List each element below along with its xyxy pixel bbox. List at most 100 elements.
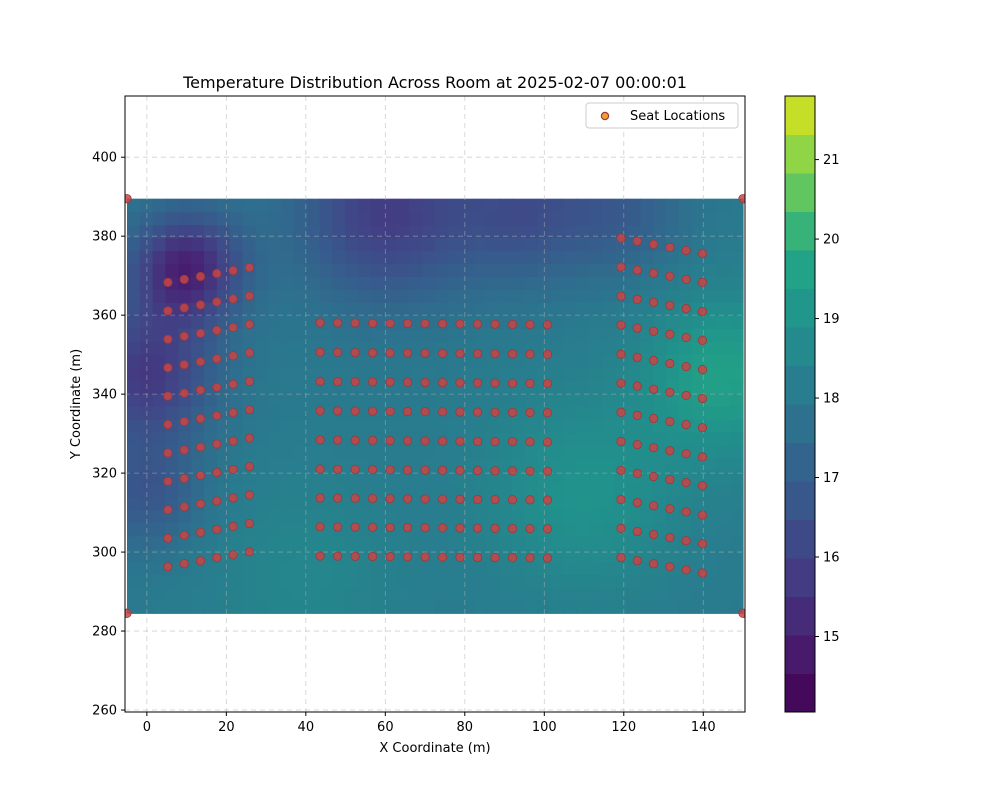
heatmap-cell xyxy=(229,535,244,550)
heatmap-cell xyxy=(216,211,231,226)
heatmap-cell xyxy=(319,483,333,498)
heatmap-cell xyxy=(486,600,500,614)
heatmap-cell xyxy=(550,522,564,537)
heatmap-cell xyxy=(280,211,295,226)
heatmap-cell xyxy=(203,211,218,226)
seat-point-center xyxy=(385,377,395,387)
seat-point-center xyxy=(385,552,395,562)
heatmap-cell xyxy=(730,224,744,239)
heatmap-cell xyxy=(563,600,577,614)
heatmap-cell xyxy=(358,224,372,239)
seat-point-center xyxy=(542,466,553,476)
seat-point-right xyxy=(697,335,708,346)
heatmap-cell xyxy=(537,509,552,524)
heatmap-cell xyxy=(460,444,475,459)
heatmap-cell xyxy=(139,418,154,433)
heatmap-cell xyxy=(576,457,590,472)
heatmap-cell xyxy=(383,509,398,524)
heatmap-cell xyxy=(499,328,513,342)
heatmap-cell xyxy=(370,393,385,407)
heatmap-cell xyxy=(678,522,693,537)
heatmap-cell xyxy=(165,237,179,252)
heatmap-cell xyxy=(126,237,141,252)
legend: Seat Locations xyxy=(585,102,739,129)
heatmap-cell xyxy=(730,548,744,563)
seat-point-center xyxy=(350,464,360,475)
heatmap-cell xyxy=(126,431,141,446)
seat-point-center xyxy=(472,465,483,476)
heatmap-cell xyxy=(601,276,616,290)
heatmap-cell xyxy=(332,561,346,576)
heatmap-cell xyxy=(666,315,680,329)
heatmap-cell xyxy=(242,328,256,342)
heatmap-cell xyxy=(358,315,372,329)
seat-point-center xyxy=(367,551,378,562)
heatmap-cell xyxy=(268,483,282,498)
heatmap-cell xyxy=(409,341,423,355)
heatmap-cell xyxy=(191,431,205,446)
seat-point-left xyxy=(212,439,222,449)
heatmap-cell xyxy=(396,535,410,550)
heatmap-cell xyxy=(165,574,179,588)
heatmap-cell xyxy=(576,250,590,265)
heatmap-cell xyxy=(370,587,385,601)
heatmap-cell xyxy=(126,354,141,368)
heatmap-cell xyxy=(550,405,564,420)
seat-point-right xyxy=(632,468,642,479)
heatmap-cell xyxy=(563,341,577,355)
heatmap-cell xyxy=(306,418,321,433)
seat-point-left xyxy=(179,473,189,484)
heatmap-cell xyxy=(383,237,398,252)
seat-point-center xyxy=(490,319,500,329)
heatmap-cell xyxy=(678,211,693,226)
seat-point-right xyxy=(632,236,642,246)
seat-point-left xyxy=(163,533,173,543)
heatmap-cell xyxy=(229,509,244,524)
heatmap-cell xyxy=(537,535,552,550)
heatmap-cell xyxy=(255,211,269,226)
heatmap-cell xyxy=(601,431,616,446)
heatmap-cell xyxy=(640,393,654,407)
heatmap-cell xyxy=(678,289,693,303)
heatmap-cell xyxy=(601,444,616,459)
seat-point-right xyxy=(697,510,708,520)
heatmap-cell xyxy=(524,418,539,433)
heatmap-cell xyxy=(178,367,192,381)
heatmap-cell xyxy=(537,393,552,407)
heatmap-cell xyxy=(358,444,372,459)
seat-point-left xyxy=(163,306,173,316)
heatmap-cell xyxy=(293,289,308,303)
heatmap-cell xyxy=(293,509,308,524)
heatmap-cell xyxy=(576,367,590,381)
heatmap-cell xyxy=(319,561,333,576)
colorbar-band xyxy=(785,288,815,328)
heatmap-cell xyxy=(165,587,179,601)
heatmap-cell xyxy=(550,276,564,290)
seat-point-right xyxy=(648,501,659,511)
heatmap-cell xyxy=(203,341,218,355)
heatmap-cell xyxy=(614,483,629,498)
heatmap-cell xyxy=(627,302,641,316)
heatmap-cell xyxy=(255,574,269,588)
heatmap-cell xyxy=(730,289,744,303)
heatmap-cell xyxy=(178,405,192,420)
heatmap-cell xyxy=(524,224,539,239)
heatmap-cell xyxy=(601,237,616,252)
heatmap-cell xyxy=(280,237,295,252)
seat-point-left xyxy=(163,448,173,458)
heatmap-cell xyxy=(627,418,641,433)
heatmap-cell xyxy=(165,600,179,614)
heatmap-cell xyxy=(576,574,590,588)
heatmap-cell xyxy=(563,354,577,368)
heatmap-cell xyxy=(126,328,141,342)
heatmap-cell xyxy=(203,587,218,601)
heatmap-cell xyxy=(473,367,487,381)
heatmap-cell xyxy=(447,289,462,303)
heatmap-cell xyxy=(332,250,346,265)
seat-point-left xyxy=(244,405,254,415)
heatmap-cell xyxy=(730,587,744,601)
heatmap-cell xyxy=(203,600,218,614)
heatmap-cell xyxy=(319,328,333,342)
heatmap-cell xyxy=(139,509,154,524)
seat-point-right xyxy=(616,378,626,388)
